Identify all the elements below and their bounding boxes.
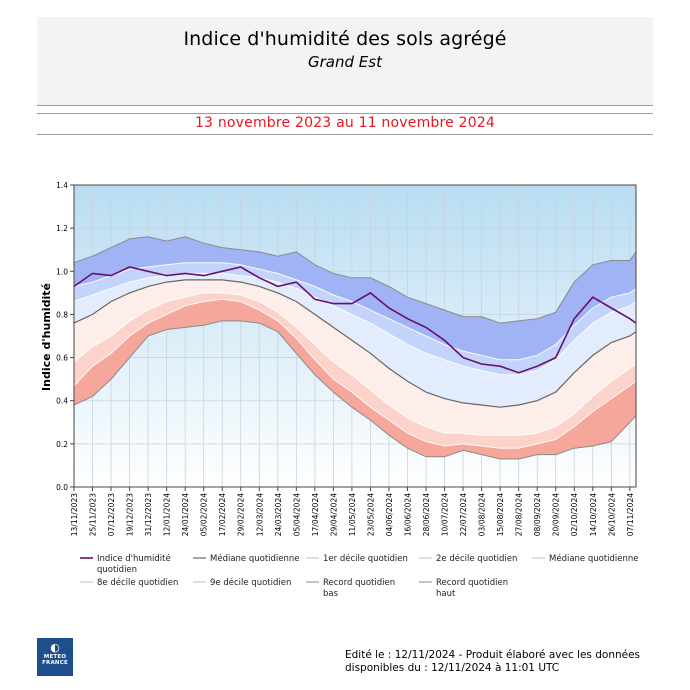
line-decile-9 xyxy=(73,262,637,361)
x-tick-label: 17/04/2024 xyxy=(311,493,320,536)
line-humidity-index xyxy=(73,266,637,374)
line-record-high xyxy=(73,236,637,324)
y-tick-label: 0.8 xyxy=(56,310,68,319)
x-tick-label: 14/10/2024 xyxy=(589,493,598,536)
edition-line-2: disponibles du : 12/11/2024 à 11:01 UTC xyxy=(345,662,560,674)
x-tick-label: 15/08/2024 xyxy=(496,493,505,536)
x-tick-label: 29/04/2024 xyxy=(329,493,338,536)
x-tick-label: 24/01/2024 xyxy=(181,493,190,536)
y-tick-label: 1.0 xyxy=(56,267,68,276)
y-tick-label: 0.0 xyxy=(56,483,68,492)
plot-frame xyxy=(73,184,637,488)
chart-title: Indice d'humidité des sols agrégé xyxy=(183,28,507,50)
legend-label: 9e décile quotidien xyxy=(210,577,291,588)
y-tick-label: 0.6 xyxy=(56,354,68,363)
y-axis-label: Indice d'humidité xyxy=(40,283,53,391)
y-tick-label: 1.4 xyxy=(56,181,68,190)
x-tick-label: 19/12/2023 xyxy=(126,493,135,536)
y-tick-label: 0.2 xyxy=(56,440,68,449)
period-label: 13 novembre 2023 au 11 novembre 2024 xyxy=(194,115,496,131)
period-top-line xyxy=(37,113,653,114)
edition-info: Edité le : 12/11/2024 - Produit élaboré … xyxy=(345,649,665,675)
x-tick-label: 17/02/2024 xyxy=(218,493,227,536)
x-tick-label: 11/05/2024 xyxy=(348,493,357,536)
y-tick-label: 0.4 xyxy=(56,397,68,406)
legend: Indice d'humidité quotidien Médiane quotid… xyxy=(80,553,639,599)
x-tick-label: 29/02/2024 xyxy=(237,493,246,536)
legend-label: Indice d'humidité quotidien xyxy=(97,553,171,575)
x-tick-label: 07/12/2023 xyxy=(107,493,116,536)
band-decile-8-to-decile-9 xyxy=(74,262,636,375)
x-tick-label: 03/08/2024 xyxy=(478,493,487,536)
band-decile-2-to-median xyxy=(74,279,636,436)
line-decile-2 xyxy=(73,292,637,436)
series-lines xyxy=(73,236,637,460)
x-tick-label: 16/06/2024 xyxy=(403,493,412,536)
edition-line-1: Edité le : 12/11/2024 - Produit élaboré … xyxy=(345,649,641,661)
line-decile-1 xyxy=(73,298,637,449)
legend-label: Record quotidien haut xyxy=(436,578,508,599)
x-tick-label: 27/08/2024 xyxy=(515,493,524,536)
x-tick-label: 26/10/2024 xyxy=(607,493,616,536)
x-tick-label: 02/10/2024 xyxy=(570,493,579,536)
band-decile-9-to-record-high xyxy=(74,236,636,360)
line-record-low xyxy=(73,320,637,460)
x-tick-label: 24/03/2024 xyxy=(274,493,283,536)
chart-subtitle: Grand Est xyxy=(308,53,382,71)
x-tick-label: 23/05/2024 xyxy=(366,493,375,536)
line-median xyxy=(73,279,637,408)
meteo-france-logo: ◐ METEO FRANCE xyxy=(37,638,73,676)
x-tick-label: 13/11/2023 xyxy=(70,493,79,536)
legend-label: Médiane quotidienne xyxy=(210,553,300,564)
chart-header: Indice d'humidité des sols agrégé Grand … xyxy=(37,17,653,106)
x-axis: 13/11/2023 25/11/2023 07/12/2023 19/12/2023… xyxy=(70,487,635,536)
y-axis: 0.0 0.2 0.4 0.6 0.8 1.0 1.2 1.4 xyxy=(56,181,74,492)
x-tick-label: 08/09/2024 xyxy=(533,493,542,536)
x-tick-label: 31/12/2023 xyxy=(144,493,153,536)
legend-label: 1er décile quotidien xyxy=(323,553,408,564)
legend-label: Médiane quotidienne xyxy=(549,553,639,564)
legend-label: 2e décile quotidien xyxy=(436,553,517,564)
band-record-low-to-decile-1 xyxy=(74,299,636,459)
logo-icon: ◐ xyxy=(50,641,60,654)
x-tick-label: 28/06/2024 xyxy=(422,493,431,536)
x-tick-label: 12/03/2024 xyxy=(255,493,264,536)
legend-label: Record quotidien bas xyxy=(323,578,395,599)
x-tick-label: 07/11/2024 xyxy=(626,493,635,536)
legend-label: 8e décile quotidien xyxy=(97,577,178,588)
x-tick-label: 20/09/2024 xyxy=(552,493,561,536)
y-tick-label: 1.2 xyxy=(56,224,68,233)
x-tick-label: 22/07/2024 xyxy=(459,493,468,536)
logo-text: METEO FRANCE xyxy=(42,654,68,666)
x-tick-label: 10/07/2024 xyxy=(441,493,450,536)
x-tick-label: 05/02/2024 xyxy=(200,493,209,536)
x-tick-label: 12/01/2024 xyxy=(163,493,172,536)
x-tick-label: 25/11/2023 xyxy=(89,493,98,536)
x-tick-label: 05/04/2024 xyxy=(292,493,301,536)
x-tick-label: 04/06/2024 xyxy=(385,493,394,536)
period-bottom-line xyxy=(37,134,653,135)
